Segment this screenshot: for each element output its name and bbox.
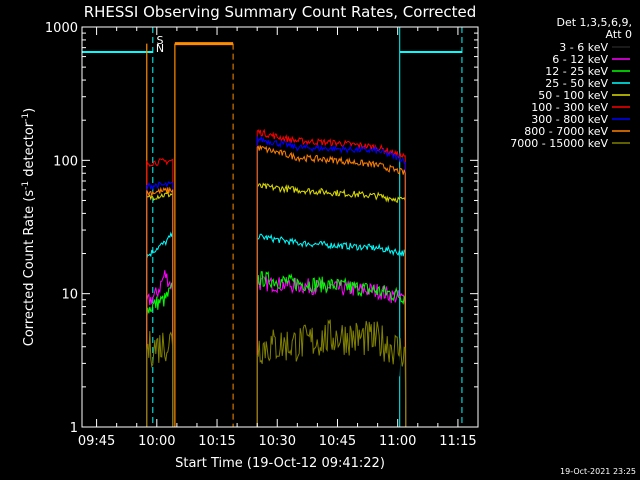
x-tick-label: 10:15 [198, 434, 235, 449]
x-tick-label: 09:45 [78, 434, 115, 449]
y-tick-label: 1 [70, 421, 78, 436]
flag-labels: S N [156, 34, 164, 55]
legend-entry-label: 300 - 800 keV [531, 113, 608, 126]
plot-frame [81, 26, 479, 428]
saa-flag-label: S [157, 34, 164, 47]
axes: 09:45 10:00 10:15 10:30 10:45 11:00 11:15 1 10 10… [45, 21, 479, 449]
series-line [256, 271, 407, 428]
series-line [146, 180, 174, 428]
x-axis-label: Start Time (19-Oct-12 09:41:22) [175, 456, 385, 471]
x-tick-label: 10:30 [259, 434, 296, 449]
y-axis-label: Corrected Count Rate (s-1 detector-1) [21, 108, 37, 346]
series-line [146, 191, 174, 428]
series-line [256, 182, 407, 428]
series-line [256, 233, 407, 428]
legend-entry-label: 7000 - 15000 keV [510, 137, 608, 150]
series-line [146, 230, 174, 428]
footer-timestamp: 19-Oct-2021 23:25 [560, 467, 636, 476]
series-line [256, 145, 407, 428]
series-line [146, 186, 174, 428]
series-line [256, 319, 407, 428]
series-line [256, 136, 407, 428]
legend-header-line-2: Att 0 [606, 28, 632, 41]
series-line [146, 270, 174, 428]
series-line [146, 157, 174, 428]
y-tick-label: 10 [61, 288, 78, 303]
legend-entry-label: 3 - 6 keV [559, 41, 608, 54]
x-tick-label: 11:00 [379, 434, 416, 449]
series-line [146, 281, 174, 428]
night-flag-label: N [156, 42, 164, 55]
series-line [256, 323, 407, 428]
y-tick-label: 1000 [45, 21, 78, 36]
chart-title: RHESSI Observing Summary Count Rates, Co… [84, 3, 477, 21]
legend-entry-label: 50 - 100 keV [538, 89, 608, 102]
x-tick-label: 10:45 [319, 434, 356, 449]
legend-entry-label: 800 - 7000 keV [524, 125, 608, 138]
x-tick-label: 10:00 [138, 434, 175, 449]
legend-header-line-1: Det 1,3,5,6,9, [556, 16, 632, 29]
legend-entry-label: 100 - 300 keV [531, 101, 608, 114]
y-tick-label: 100 [53, 154, 78, 169]
series-line [256, 128, 407, 428]
legend-entry-label: 25 - 50 keV [545, 77, 608, 90]
series-line [146, 331, 174, 428]
legend-entry-label: 6 - 12 keV [552, 53, 608, 66]
series-lines [146, 128, 407, 428]
series-line [154, 260, 174, 428]
legend-entry-label: 12 - 25 keV [545, 65, 608, 78]
x-tick-label: 11:15 [439, 434, 476, 449]
